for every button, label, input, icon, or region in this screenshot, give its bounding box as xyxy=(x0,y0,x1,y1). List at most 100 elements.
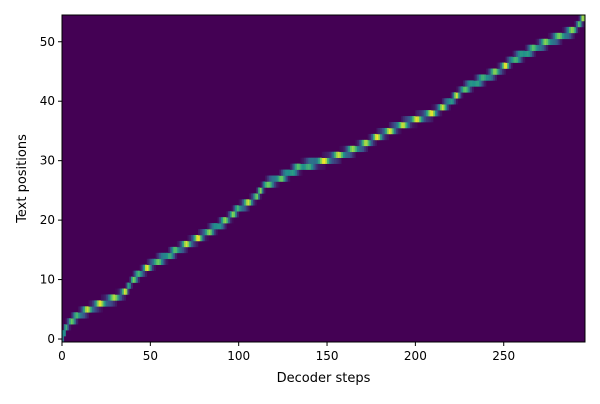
heatmap-cell xyxy=(457,86,460,93)
heatmap-cell xyxy=(577,15,580,22)
heatmap-cell xyxy=(231,211,234,218)
heatmap-cell xyxy=(136,270,139,277)
heatmap-cell xyxy=(100,294,103,301)
heatmap-cell xyxy=(556,32,559,40)
heatmap-cell xyxy=(70,318,73,325)
heatmap-cell xyxy=(519,50,522,57)
heatmap-cell xyxy=(139,264,142,271)
heatmap-cell xyxy=(178,240,181,248)
heatmap-cell xyxy=(187,234,190,242)
heatmap-cell xyxy=(390,122,393,129)
heatmap-cell xyxy=(478,74,482,81)
heatmap-cell xyxy=(422,116,425,123)
heatmap-cell xyxy=(266,175,270,182)
heatmap-cell xyxy=(562,32,565,40)
heatmap-cell xyxy=(378,127,381,135)
heatmap-cell xyxy=(501,62,505,69)
heatmap-cell xyxy=(198,234,201,242)
heatmap-cell xyxy=(443,98,446,105)
heatmap-cell xyxy=(77,306,80,313)
heatmap-cell xyxy=(510,62,513,69)
heatmap-cell xyxy=(374,139,377,147)
heatmap-cell xyxy=(448,104,452,111)
y-tick-label: 20 xyxy=(40,213,55,227)
heatmap-cell xyxy=(153,258,156,266)
heatmap-cell xyxy=(516,56,519,63)
heatmap-cell xyxy=(307,157,310,164)
heatmap-cell xyxy=(316,157,319,164)
heatmap-cell xyxy=(415,116,418,123)
heatmap-cell xyxy=(392,127,395,135)
heatmap-cell xyxy=(284,169,287,176)
heatmap-cell xyxy=(376,133,379,141)
heatmap-cell xyxy=(441,104,444,111)
heatmap-cell xyxy=(127,288,130,295)
heatmap-cell xyxy=(305,157,308,164)
heatmap-cell xyxy=(238,199,241,206)
heatmap-cell xyxy=(196,240,199,248)
heatmap-cell xyxy=(210,223,213,230)
heatmap-cell xyxy=(554,32,558,40)
y-axis: 0 10 20 30 40 50 xyxy=(40,35,62,346)
heatmap-cell xyxy=(576,26,579,34)
heatmap-cell xyxy=(245,199,248,206)
heatmap-cell xyxy=(470,80,473,87)
heatmap-cell xyxy=(371,139,374,147)
heatmap-cell xyxy=(118,294,121,301)
heatmap-cell xyxy=(205,229,208,236)
heatmap-cell xyxy=(346,145,349,153)
heatmap-cell xyxy=(208,223,211,230)
heatmap-cell xyxy=(484,74,487,81)
heatmap-cell xyxy=(88,306,91,313)
heatmap-cell xyxy=(445,98,448,105)
heatmap-cell xyxy=(496,68,499,75)
heatmap-cell xyxy=(146,264,149,271)
heatmap-cell xyxy=(429,116,432,123)
heatmap-cell xyxy=(146,258,149,266)
heatmap-cell xyxy=(219,217,222,224)
heatmap-cell xyxy=(558,32,561,40)
heatmap-cell xyxy=(360,139,363,147)
heatmap-cell xyxy=(323,157,326,164)
heatmap-cell xyxy=(381,127,384,135)
heatmap-cell xyxy=(394,127,397,135)
heatmap-cell xyxy=(425,110,429,117)
heatmap-cell xyxy=(282,175,285,182)
heatmap-cell xyxy=(459,92,462,99)
heatmap-cell xyxy=(169,246,172,254)
heatmap-cell xyxy=(228,211,231,218)
heatmap-cell xyxy=(372,139,376,147)
heatmap-cell xyxy=(302,157,305,164)
heatmap-cell xyxy=(205,234,208,242)
heatmap-cell xyxy=(408,122,411,129)
heatmap-cell xyxy=(339,145,342,153)
heatmap-cell xyxy=(464,80,467,87)
heatmap-cell xyxy=(162,252,165,260)
heatmap-cell xyxy=(348,145,351,153)
heatmap-cell xyxy=(243,205,247,212)
x-axis: 0 50 100 150 200 250 xyxy=(58,342,515,363)
heatmap-cell xyxy=(551,38,554,46)
heatmap-cell xyxy=(335,151,338,158)
heatmap-cell xyxy=(577,26,580,34)
heatmap-cell xyxy=(569,26,572,34)
heatmap-cell xyxy=(427,116,430,123)
heatmap-cell xyxy=(125,288,128,295)
heatmap-cell xyxy=(145,264,148,271)
heatmap-cell xyxy=(224,217,227,224)
heatmap-cell xyxy=(441,98,444,105)
heatmap-cell xyxy=(130,276,133,283)
heatmap-cell xyxy=(503,62,506,69)
heatmap-cell xyxy=(509,56,512,63)
heatmap-cell xyxy=(530,44,533,51)
heatmap-cell xyxy=(137,270,141,277)
heatmap-cell xyxy=(365,145,368,153)
heatmap-cell xyxy=(201,229,204,236)
heatmap-cell xyxy=(351,151,354,158)
heatmap-cell xyxy=(199,234,202,242)
heatmap-cell xyxy=(192,234,195,242)
heatmap-cell xyxy=(556,38,559,46)
heatmap-cell xyxy=(180,240,183,248)
x-tick-label: 200 xyxy=(404,349,427,363)
heatmap-cell xyxy=(369,139,372,147)
